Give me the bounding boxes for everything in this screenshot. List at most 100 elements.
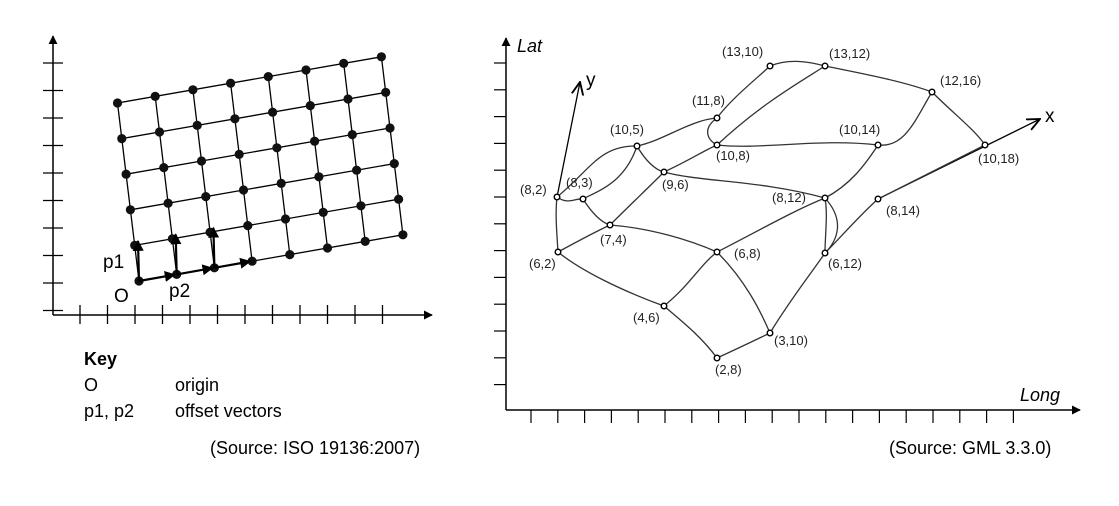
key-term: O bbox=[84, 375, 99, 395]
column-curve-center bbox=[716, 65, 826, 146]
grid-point-label: (8,12) bbox=[772, 190, 806, 205]
long-axis-label: Long bbox=[1020, 385, 1060, 405]
grid-node bbox=[112, 98, 123, 108]
grid-node bbox=[117, 134, 127, 144]
rectified-grid bbox=[112, 52, 408, 286]
grid-column-line bbox=[116, 102, 140, 282]
grid-row-line bbox=[117, 56, 382, 104]
grid-node bbox=[310, 136, 320, 146]
grid-column-line bbox=[229, 83, 253, 262]
grid-row-line bbox=[125, 127, 391, 175]
grid-point-marker bbox=[713, 354, 721, 362]
source-right: (Source: GML 3.3.0) bbox=[889, 438, 1052, 458]
grid-point-marker bbox=[874, 141, 882, 149]
grid-node bbox=[381, 87, 391, 97]
grid-point-label: (10,14) bbox=[839, 122, 880, 137]
grid-point-label: (8,14) bbox=[886, 203, 920, 218]
grid-point-marker bbox=[579, 195, 587, 203]
grid-point-marker bbox=[821, 62, 829, 70]
grid-point-marker bbox=[660, 168, 668, 176]
grid-column-line bbox=[305, 69, 329, 249]
grid-node bbox=[268, 107, 278, 117]
grid-point-marker bbox=[766, 329, 774, 337]
grid-node bbox=[188, 85, 198, 95]
grid-node bbox=[385, 123, 395, 133]
grid-point-label: (9,6) bbox=[662, 177, 689, 192]
grid-point-label: (10,5) bbox=[610, 122, 644, 137]
grid-curves bbox=[555, 60, 986, 359]
row-curve-top bbox=[707, 90, 986, 147]
grid-column-line bbox=[154, 96, 178, 275]
local-x-axis-label: x bbox=[1045, 106, 1055, 127]
grid-column-line bbox=[343, 63, 366, 242]
p1-label: p1 bbox=[103, 252, 124, 273]
grid-node bbox=[276, 178, 286, 188]
row-curve-upper bbox=[556, 60, 933, 198]
grid-point-label: (8,3) bbox=[566, 175, 593, 190]
grid-point-label: (13,10) bbox=[722, 44, 763, 59]
grid-node bbox=[339, 58, 349, 68]
p2-vector-arrow bbox=[176, 264, 214, 276]
grid-point-marker bbox=[821, 194, 829, 202]
grid-point-marker bbox=[553, 193, 561, 201]
local-y-axis bbox=[556, 82, 580, 198]
grid-point-marker bbox=[554, 248, 562, 256]
grid-node bbox=[376, 52, 386, 62]
grid-point-label: (10,8) bbox=[716, 148, 750, 163]
p2-vector-arrow bbox=[138, 271, 176, 283]
p1-vector-arrow bbox=[208, 226, 220, 268]
grid-node bbox=[394, 194, 404, 204]
p1-vector-arrow bbox=[132, 239, 144, 282]
row-curve-middle bbox=[556, 144, 718, 202]
grid-node bbox=[121, 169, 131, 179]
grid-point-marker bbox=[633, 142, 641, 150]
grid-point-marker bbox=[821, 249, 829, 257]
grid-point-label: (4,6) bbox=[633, 310, 660, 325]
grid-node bbox=[163, 198, 173, 208]
grid-column-line bbox=[380, 56, 404, 235]
grid-point-label: (13,12) bbox=[829, 46, 870, 61]
key-title: Key bbox=[84, 349, 118, 369]
offset-vectors bbox=[132, 226, 252, 283]
source-left: (Source: ISO 19136:2007) bbox=[210, 438, 421, 458]
grid-node bbox=[356, 201, 366, 211]
grid-point-marker bbox=[766, 62, 774, 70]
grid-point-marker bbox=[874, 195, 882, 203]
grid-node bbox=[318, 207, 328, 217]
origin-label: O bbox=[114, 286, 129, 307]
key-desc: offset vectors bbox=[175, 401, 282, 421]
grid-node bbox=[150, 91, 160, 101]
grid-node bbox=[196, 156, 207, 166]
grid-point-label: (8,2) bbox=[520, 182, 547, 197]
grid-point-label: (6,12) bbox=[828, 256, 862, 271]
column-curve-right bbox=[769, 197, 827, 334]
grid-point-label: (6,2) bbox=[529, 256, 556, 271]
lat-axis-label: Lat bbox=[517, 36, 543, 56]
grid-point-marker bbox=[660, 302, 668, 310]
grid-node bbox=[243, 221, 253, 231]
key-row-offset-vectors: p1, p2 offset vectors bbox=[84, 398, 282, 424]
grid-point-label: (11,8) bbox=[692, 93, 725, 108]
grid-point-label: (7,4) bbox=[600, 232, 627, 247]
grid-point-label: (10,18) bbox=[978, 151, 1019, 166]
grid-column-line bbox=[192, 89, 216, 268]
grid-point-marker bbox=[713, 248, 721, 256]
grid-point-label: (12,16) bbox=[940, 73, 981, 88]
grid-node bbox=[226, 78, 236, 88]
grid-row-line bbox=[130, 162, 395, 211]
grid-node bbox=[125, 205, 135, 215]
grid-node bbox=[347, 130, 357, 140]
grid-point-marker bbox=[981, 141, 989, 149]
left-axes bbox=[43, 35, 433, 324]
right-axes bbox=[494, 37, 1081, 423]
grid-node bbox=[343, 94, 353, 104]
grid-node bbox=[352, 165, 362, 175]
grid-node bbox=[159, 163, 169, 173]
grid-node bbox=[238, 185, 249, 195]
p2-vector-arrow bbox=[214, 257, 252, 269]
grid-node bbox=[263, 72, 273, 82]
grid-node bbox=[285, 250, 295, 260]
grid-node bbox=[305, 101, 315, 111]
